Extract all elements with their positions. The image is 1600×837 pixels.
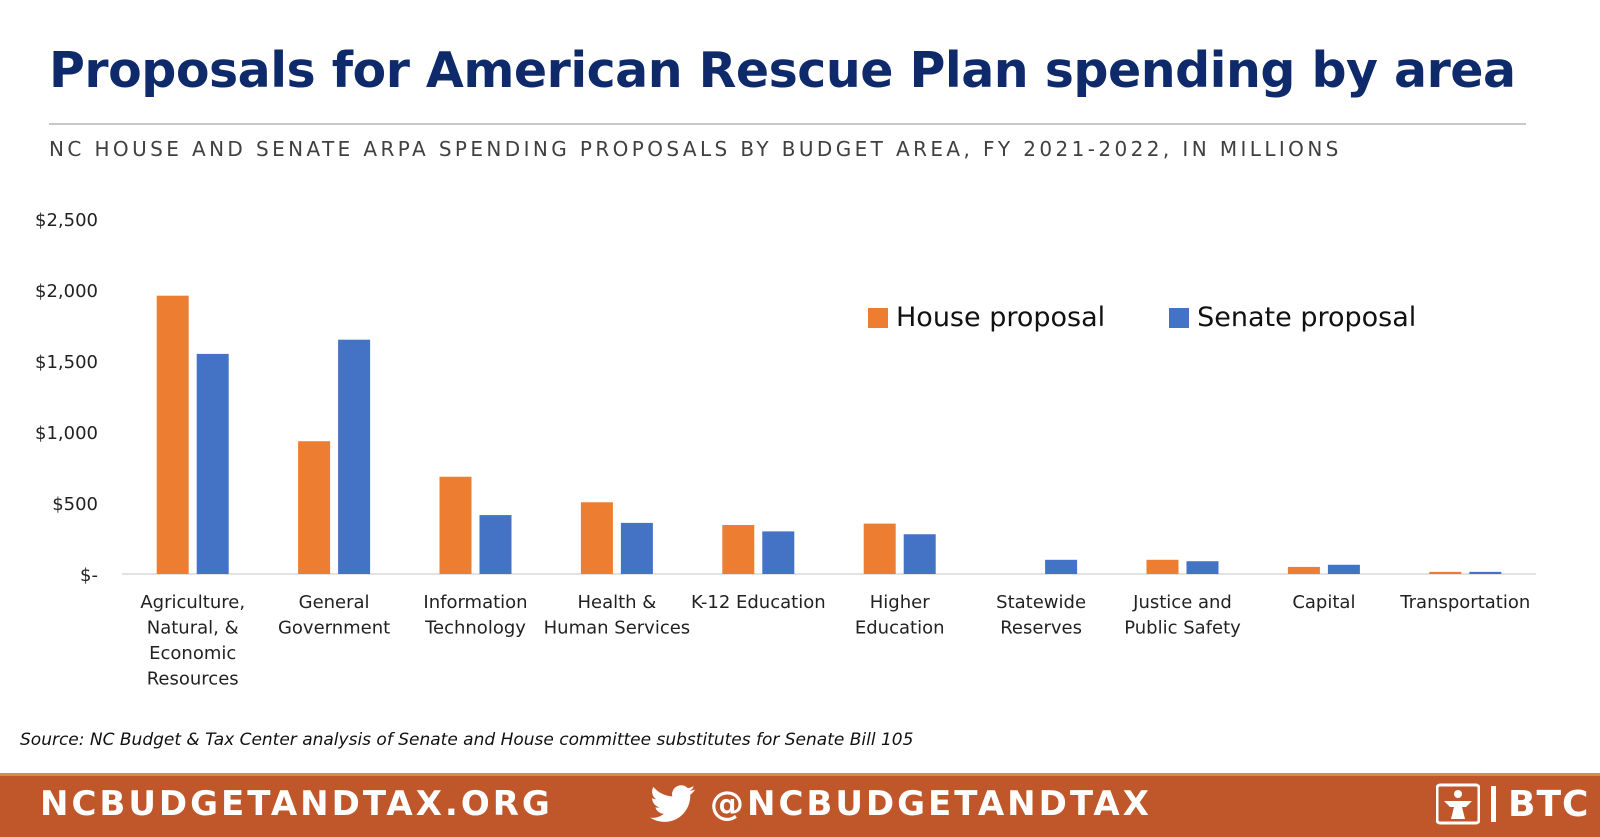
bar-senate xyxy=(338,339,371,574)
footer-twitter[interactable]: @NCBUDGETANDTAX xyxy=(650,784,1152,824)
x-category-label: Information Technology xyxy=(423,592,527,639)
logo-text: BTC xyxy=(1508,783,1590,825)
bar-senate xyxy=(903,534,936,574)
x-category-label: Transportation xyxy=(1399,592,1530,613)
bar-senate xyxy=(479,515,512,574)
bar-senate xyxy=(1327,564,1360,574)
title-divider xyxy=(49,123,1526,125)
bar-senate xyxy=(1045,559,1078,574)
x-category-label: K-12 Education xyxy=(691,592,826,613)
y-tick-label: $1,000 xyxy=(35,423,98,444)
footer-accent-line xyxy=(0,773,1600,776)
y-tick-label: $2,500 xyxy=(35,210,98,231)
x-category-label: Higher Education xyxy=(855,592,945,639)
legend: House proposal Senate proposal xyxy=(868,302,1416,333)
y-tick-label: $- xyxy=(80,565,98,586)
x-category-label: Justice and Public Safety xyxy=(1124,592,1241,639)
btc-logo: BTC xyxy=(1436,783,1589,825)
bar-house xyxy=(156,295,189,574)
y-tick-label: $2,000 xyxy=(35,281,98,302)
x-category-label: Health & Human Services xyxy=(544,592,691,639)
bar-house xyxy=(580,502,613,574)
bar-senate xyxy=(1186,561,1219,574)
x-category-label: Agriculture, Natural, & Economic Resources xyxy=(140,592,245,690)
twitter-bird-icon xyxy=(650,785,696,822)
bar-house xyxy=(863,523,896,574)
legend-label-house: House proposal xyxy=(896,302,1106,333)
legend-swatch-senate xyxy=(1169,307,1190,328)
chart-subtitle: NC HOUSE AND SENATE ARPA SPENDING PROPOS… xyxy=(49,137,1342,161)
bar-house xyxy=(722,525,755,574)
chart-title: Proposals for American Rescue Plan spend… xyxy=(49,42,1516,99)
footer-twitter-handle: @NCBUDGETANDTAX xyxy=(710,784,1152,824)
footer-website[interactable]: NCBUDGETANDTAX.ORG xyxy=(40,784,553,824)
bar-house xyxy=(298,441,331,574)
bar-house xyxy=(1146,559,1179,574)
btc-emblem-icon xyxy=(1436,783,1480,825)
legend-item-house: House proposal xyxy=(868,302,1105,333)
source-note: Source: NC Budget & Tax Center analysis … xyxy=(20,730,914,750)
bar-house xyxy=(439,476,472,574)
bar-chart: $- $500 $1,000 $1,500 $2,000 $2,500 Agricultur… xyxy=(35,210,1536,690)
bar-senate xyxy=(1469,571,1502,574)
x-category-label: General Government xyxy=(278,592,390,639)
legend-swatch-house xyxy=(868,307,888,328)
bar-senate xyxy=(620,522,653,574)
logo-divider-icon xyxy=(1491,786,1496,822)
bar-senate xyxy=(762,531,795,574)
footer-bar: NCBUDGETANDTAX.ORG @NCBUDGETANDTAX BTC xyxy=(0,776,1600,837)
x-category-label: Capital xyxy=(1292,592,1355,613)
bar-house xyxy=(1429,571,1462,574)
legend-item-senate: Senate proposal xyxy=(1169,302,1416,333)
y-tick-label: $1,500 xyxy=(35,352,98,373)
bar-senate xyxy=(196,353,229,574)
x-category-label: Statewide Reserves xyxy=(996,592,1086,639)
legend-label-senate: Senate proposal xyxy=(1197,302,1417,333)
y-tick-label: $500 xyxy=(52,494,98,515)
bar-house xyxy=(1287,566,1320,574)
